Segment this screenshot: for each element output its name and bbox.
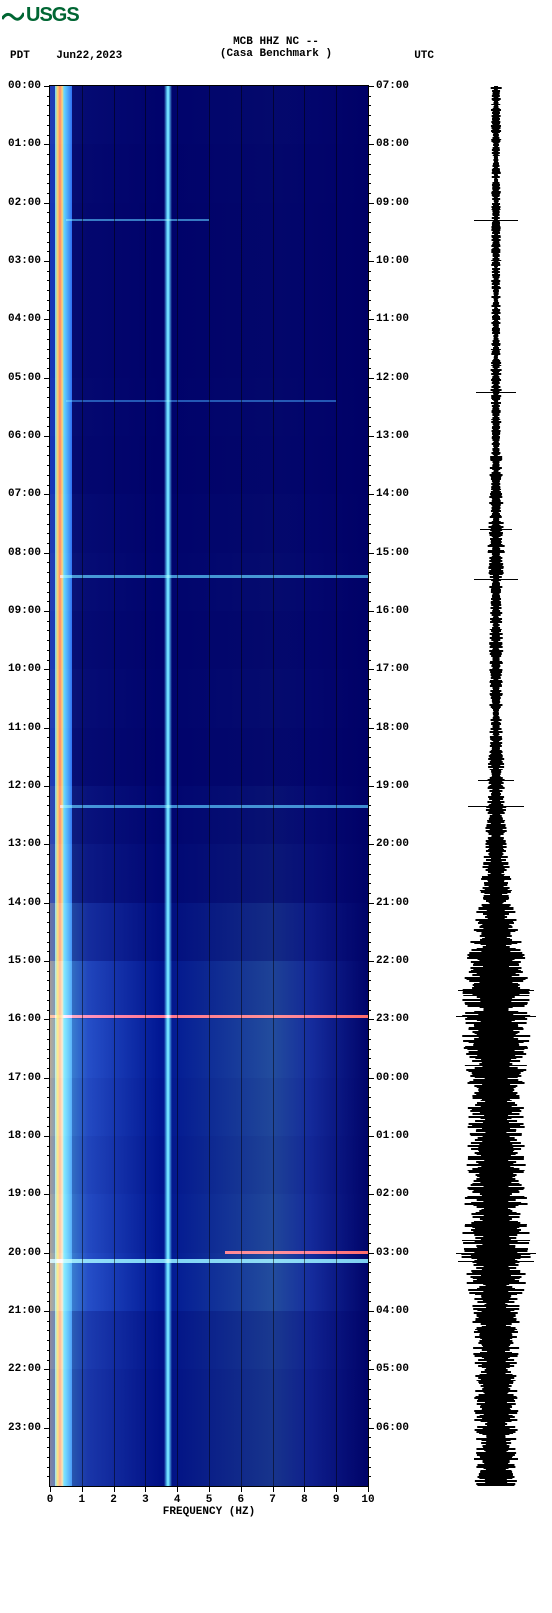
pdt-hour-label: 04:00: [8, 313, 41, 325]
utc-hour-label: 05:00: [376, 1363, 409, 1375]
utc-hour-label: 04:00: [376, 1305, 409, 1317]
utc-hour-label: 12:00: [376, 372, 409, 384]
utc-hour-label: 01:00: [376, 1130, 409, 1142]
xaxis-tick-label: 3: [142, 1494, 149, 1506]
pdt-hour-label: 15:00: [8, 955, 41, 967]
pdt-hour-label: 02:00: [8, 197, 41, 209]
pdt-hour-label: 01:00: [8, 138, 41, 150]
pdt-hour-label: 00:00: [8, 80, 41, 92]
pdt-hour-label: 06:00: [8, 430, 41, 442]
utc-hour-label: 08:00: [376, 138, 409, 150]
spectrogram-figure: USGS MCB HHZ NC -- (Casa Benchmark ) PDT…: [0, 0, 552, 1613]
pdt-hour-label: 19:00: [8, 1188, 41, 1200]
pdt-hour-label: 11:00: [8, 722, 41, 734]
pdt-hour-label: 18:00: [8, 1130, 41, 1142]
pdt-hour-label: 08:00: [8, 547, 41, 559]
utc-hour-label: 17:00: [376, 663, 409, 675]
utc-hour-label: 23:00: [376, 1013, 409, 1025]
xaxis-tick-label: 10: [361, 1494, 374, 1506]
pdt-hour-label: 03:00: [8, 255, 41, 267]
utc-hour-label: 09:00: [376, 197, 409, 209]
xaxis-tick-label: 1: [78, 1494, 85, 1506]
xaxis-tick-label: 2: [110, 1494, 117, 1506]
pdt-hour-label: 16:00: [8, 1013, 41, 1025]
utc-hour-label: 11:00: [376, 313, 409, 325]
pdt-hour-label: 23:00: [8, 1422, 41, 1434]
utc-hour-label: 22:00: [376, 955, 409, 967]
pdt-hour-label: 14:00: [8, 897, 41, 909]
utc-hour-label: 21:00: [376, 897, 409, 909]
utc-hour-label: 10:00: [376, 255, 409, 267]
utc-hour-label: 00:00: [376, 1072, 409, 1084]
utc-hour-label: 07:00: [376, 80, 409, 92]
utc-hour-label: 14:00: [376, 488, 409, 500]
xaxis-tick-label: 4: [174, 1494, 181, 1506]
pdt-hour-label: 21:00: [8, 1305, 41, 1317]
pdt-hour-label: 07:00: [8, 488, 41, 500]
utc-hour-label: 16:00: [376, 605, 409, 617]
utc-hour-label: 15:00: [376, 547, 409, 559]
xaxis-tick-label: 6: [237, 1494, 244, 1506]
pdt-hour-label: 22:00: [8, 1363, 41, 1375]
utc-hour-label: 03:00: [376, 1247, 409, 1259]
xaxis-tick-label: 9: [333, 1494, 340, 1506]
xaxis-tick-label: 8: [301, 1494, 308, 1506]
pdt-hour-label: 10:00: [8, 663, 41, 675]
pdt-hour-label: 13:00: [8, 838, 41, 850]
utc-hour-label: 13:00: [376, 430, 409, 442]
pdt-hour-label: 05:00: [8, 372, 41, 384]
utc-hour-label: 20:00: [376, 838, 409, 850]
amplitude-trace: [456, 86, 536, 1486]
utc-hour-label: 02:00: [376, 1188, 409, 1200]
xaxis-tick-label: 7: [269, 1494, 276, 1506]
pdt-hour-label: 17:00: [8, 1072, 41, 1084]
utc-hour-label: 06:00: [376, 1422, 409, 1434]
xaxis-tick-label: 0: [47, 1494, 54, 1506]
pdt-hour-label: 20:00: [8, 1247, 41, 1259]
utc-hour-label: 18:00: [376, 722, 409, 734]
xaxis-tick-label: 5: [206, 1494, 213, 1506]
spectrogram: [50, 86, 368, 1486]
utc-hour-label: 19:00: [376, 780, 409, 792]
xaxis-title: FREQUENCY (HZ): [163, 1506, 255, 1518]
pdt-hour-label: 09:00: [8, 605, 41, 617]
plot-area: 0 1 2 3 4 5 6 7 8 9 10 FREQUENCY (HZ) 00:00 01:00 02:0…: [0, 0, 552, 1613]
pdt-hour-label: 12:00: [8, 780, 41, 792]
